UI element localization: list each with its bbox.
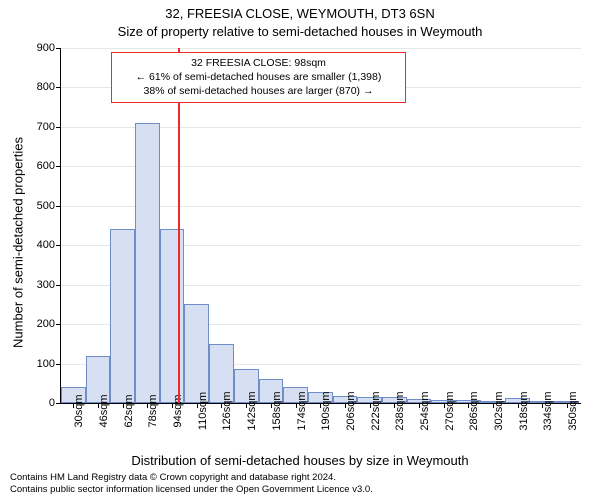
histogram-bar [110,229,135,403]
y-tick-mark [56,206,61,207]
x-tick-label: 94sqm [172,394,174,427]
x-tick-label: 206sqm [345,391,347,430]
y-tick-mark [56,48,61,49]
attribution-line1: Contains HM Land Registry data © Crown c… [10,472,373,484]
y-tick-mark [56,245,61,246]
y-tick-label: 700 [15,121,55,133]
chart-title-line2: Size of property relative to semi-detach… [0,24,600,39]
annotation-line2: ← 61% of semi-detached houses are smalle… [118,70,399,84]
y-tick-mark [56,364,61,365]
annotation-line3: 38% of semi-detached houses are larger (… [118,84,399,98]
attribution-text: Contains HM Land Registry data © Crown c… [10,472,373,496]
y-tick-mark [56,324,61,325]
x-tick-label: 270sqm [444,391,446,430]
y-tick-mark [56,403,61,404]
y-tick-label: 900 [15,42,55,54]
histogram-bar [160,229,185,403]
gridline [61,48,581,49]
x-tick-label: 286sqm [468,391,470,430]
y-tick-label: 100 [15,358,55,370]
x-tick-label: 318sqm [518,391,520,430]
y-tick-mark [56,127,61,128]
x-tick-label: 238sqm [394,391,396,430]
y-tick-label: 0 [15,397,55,409]
x-tick-label: 174sqm [296,391,298,430]
x-tick-label: 158sqm [271,391,273,430]
x-tick-label: 62sqm [123,394,125,427]
chart-title-line1: 32, FREESIA CLOSE, WEYMOUTH, DT3 6SN [0,6,600,21]
histogram-bar [184,304,209,403]
y-tick-label: 200 [15,318,55,330]
y-tick-label: 400 [15,239,55,251]
y-tick-label: 500 [15,200,55,212]
attribution-line2: Contains public sector information licen… [10,484,373,496]
y-tick-label: 300 [15,279,55,291]
x-tick-label: 190sqm [320,391,322,430]
x-tick-label: 334sqm [542,391,544,430]
histogram-bar [135,123,160,403]
y-tick-mark [56,285,61,286]
x-tick-label: 142sqm [246,391,248,430]
x-tick-label: 350sqm [567,391,569,430]
x-tick-label: 126sqm [221,391,223,430]
x-tick-label: 222sqm [370,391,372,430]
y-tick-mark [56,87,61,88]
y-tick-mark [56,166,61,167]
chart-container: 32, FREESIA CLOSE, WEYMOUTH, DT3 6SN Siz… [0,0,600,500]
annotation-line1: 32 FREESIA CLOSE: 98sqm [118,56,399,70]
x-tick-label: 46sqm [98,394,100,427]
x-tick-label: 78sqm [147,394,149,427]
y-tick-label: 800 [15,81,55,93]
x-tick-label: 302sqm [493,391,495,430]
annotation-box: 32 FREESIA CLOSE: 98sqm ← 61% of semi-de… [111,52,406,103]
y-tick-label: 600 [15,160,55,172]
x-tick-label: 110sqm [197,392,199,430]
x-axis-label: Distribution of semi-detached houses by … [0,453,600,468]
plot-area: 010020030040050060070080090030sqm46sqm62… [60,48,581,404]
x-tick-label: 254sqm [419,391,421,430]
x-tick-label: 30sqm [73,394,75,427]
